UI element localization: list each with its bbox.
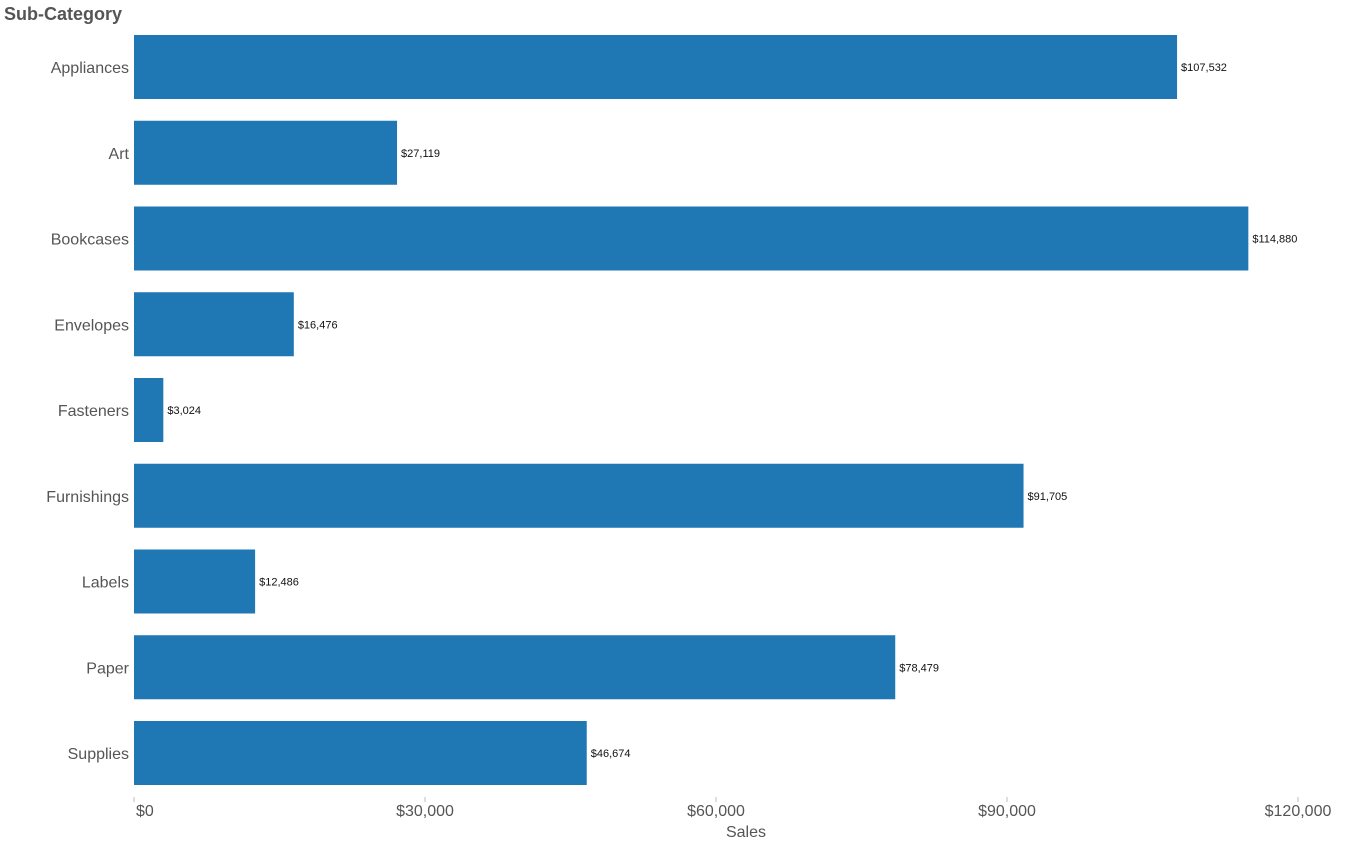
bar-furnishings (134, 463, 1024, 528)
category-label-bookcases: Bookcases (51, 232, 129, 249)
category-label-envelopes: Envelopes (54, 317, 129, 334)
category-label-appliances: Appliances (51, 60, 129, 77)
value-label-paper: $78,479 (899, 662, 939, 674)
bar-supplies (134, 721, 587, 785)
category-label-furnishings: Furnishings (46, 489, 129, 506)
bar-paper (134, 635, 896, 700)
bar-labels (134, 549, 256, 614)
category-label-fasteners: Fasteners (58, 403, 129, 420)
x-axis: $0 $30,000 $60,000 $90,000 $120,000 (133, 797, 1332, 820)
value-label-bookcases: $114,880 (1252, 234, 1297, 246)
bar-appliances (134, 35, 1178, 99)
value-label-envelopes: $16,476 (298, 319, 338, 331)
category-header: Sub-Category (4, 4, 122, 24)
value-label-furnishings: $91,705 (1028, 491, 1068, 503)
value-label-art: $27,119 (401, 148, 440, 160)
x-tick-label-1: $30,000 (396, 803, 454, 820)
x-axis-title: Sales (726, 824, 766, 841)
value-labels: $107,532 $27,119 $114,880 $16,476 $3,024 $91,… (167, 62, 1297, 760)
bar-art (134, 120, 398, 185)
bar-fasteners (134, 378, 164, 442)
category-label-paper: Paper (86, 660, 129, 677)
bar-envelopes (134, 292, 294, 357)
value-label-appliances: $107,532 (1181, 62, 1227, 74)
category-label-art: Art (109, 146, 130, 163)
bar-bookcases (134, 206, 1249, 271)
value-label-fasteners: $3,024 (167, 405, 201, 417)
x-tick-label-4: $120,000 (1265, 803, 1332, 820)
x-tick-label-2: $60,000 (687, 803, 745, 820)
value-label-labels: $12,486 (259, 577, 299, 589)
category-label-labels: Labels (82, 575, 129, 592)
x-tick-label-3: $90,000 (978, 803, 1036, 820)
category-labels: Appliances Art Bookcases Envelopes Fasteners… (46, 60, 129, 763)
value-label-supplies: $46,674 (591, 748, 631, 760)
category-label-supplies: Supplies (68, 746, 129, 763)
bars (134, 35, 1249, 785)
x-tick-label-0: $0 (136, 803, 154, 820)
